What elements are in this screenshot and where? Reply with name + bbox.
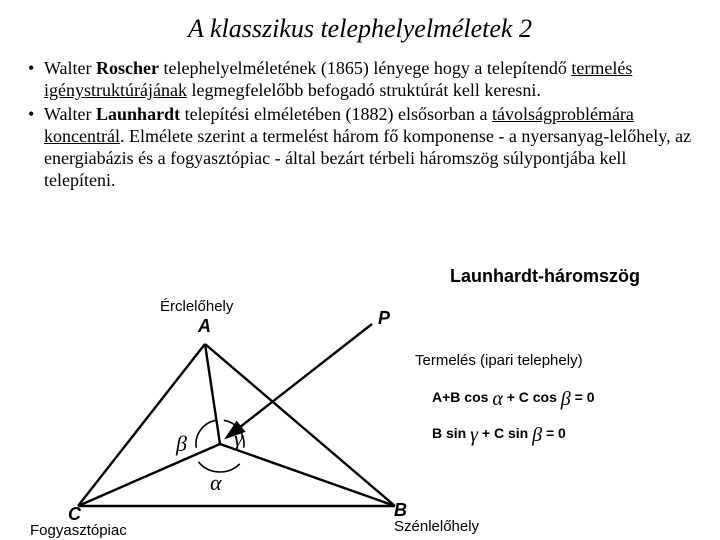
f2-p2: + C sin [478,425,532,441]
f1-p3: = 0 [571,389,595,405]
bold: Launhardt [96,104,180,124]
text: legmegfelelőbb befogadó struktúrát kell … [187,80,541,100]
node-a-label: A [198,316,211,337]
bullet-1: Walter Roscher telephelyelméletének (186… [24,58,696,102]
label-fogyasztopiac: Fogyasztópiac [30,522,127,539]
text: telephelyelméletének (1865) lényege hogy… [159,58,571,78]
f1-alpha: α [492,388,503,410]
label-termeles: Termelés (ipari telephely) [415,352,583,369]
triangle-svg [60,284,420,534]
formula-2: B sin γ + C sin β = 0 [432,424,566,447]
f2-beta: β [532,424,542,446]
f1-beta: β [561,388,571,410]
bullet-2: Walter Launhardt telepítési elméletében … [24,104,696,192]
text: . Elmélete szerint a termelést három fő … [44,126,691,190]
label-szenlelohely: Szénlelőhely [394,518,479,535]
node-p-label: P [378,308,390,329]
f1-p1: A+B cos [432,389,492,405]
formula-1: A+B cos α + C cos β = 0 [432,388,595,411]
text: telepítési elméletében (1882) elsősorban… [180,104,492,124]
text: Walter [44,104,96,124]
diagram-title: Launhardt-háromszög [450,266,640,287]
launhardt-diagram: Launhardt-háromszög A P C B Érclelőhely … [60,266,680,536]
f2-p1: B sin [432,425,470,441]
page-title: A klasszikus telephelyelméletek 2 [24,14,696,44]
f2-gamma: γ [470,424,478,446]
greek-gamma: γ [234,426,243,452]
greek-alpha: α [210,470,222,496]
label-erclelohely: Érclelőhely [160,298,233,315]
f1-p2: + C cos [503,389,561,405]
text: Walter [44,58,96,78]
bold: Roscher [96,58,159,78]
f2-p3: = 0 [542,425,566,441]
bullet-list: Walter Roscher telephelyelméletének (186… [24,58,696,192]
greek-beta: β [176,431,187,457]
